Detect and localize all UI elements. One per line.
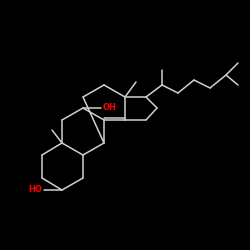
Text: HO: HO xyxy=(28,186,42,194)
Text: OH: OH xyxy=(103,104,117,112)
